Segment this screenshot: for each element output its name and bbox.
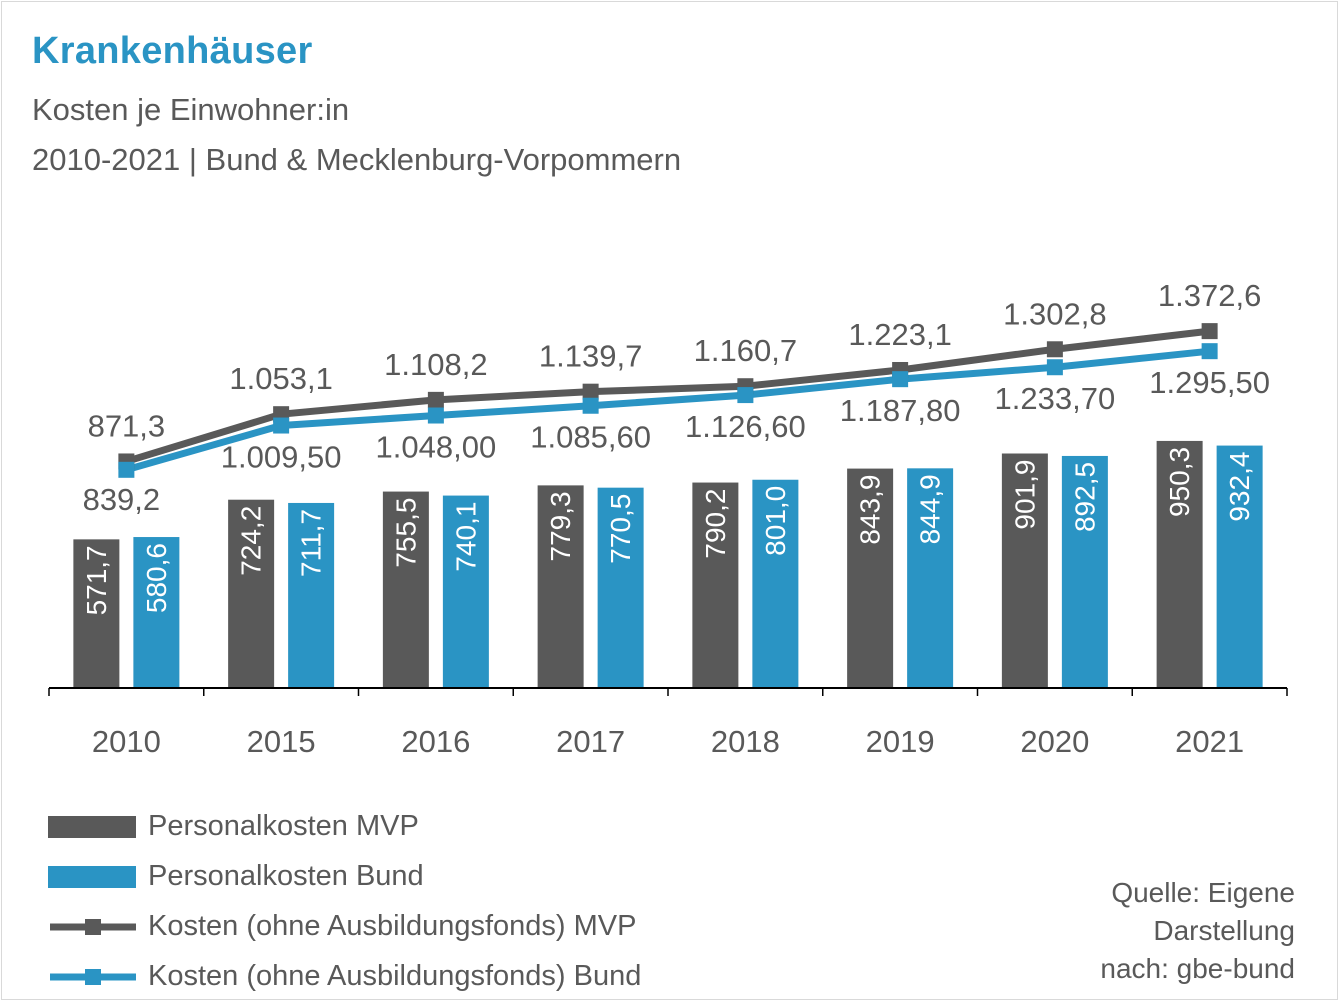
bar-personal-mvp-2015 — [228, 499, 275, 688]
x-tick-label-2016: 2016 — [401, 724, 470, 759]
line-label-mvp-2020: 1.302,8 — [1003, 296, 1106, 331]
marker-mvp-2016 — [427, 391, 444, 408]
marker-bund-2021 — [1201, 343, 1218, 360]
marker-bund-2018 — [737, 387, 754, 404]
line-label-mvp-2021: 1.372,6 — [1158, 278, 1261, 313]
marker-bund-2017 — [582, 397, 599, 414]
bar-label-mvp-2015: 724,2 — [236, 506, 267, 576]
x-tick-label-2019: 2019 — [866, 724, 935, 759]
line-kosten-bund — [125, 347, 1210, 474]
bar-label-bund-2018: 801,0 — [760, 486, 791, 556]
legend-item-4: Kosten (ohne Ausbildungsfonds) Bund — [48, 958, 768, 998]
line-label-mvp-2018: 1.160,7 — [694, 333, 797, 368]
bar-label-bund-2016: 740,1 — [450, 502, 481, 572]
legend-label: Personalkosten MVP — [148, 810, 419, 842]
line-kosten-mvp — [125, 327, 1211, 465]
bar-personal-bund-2015 — [288, 502, 335, 688]
legend-label: Personalkosten Bund — [148, 860, 424, 892]
source-line-3: nach: gbe-bund — [1100, 953, 1295, 984]
chart-title: Krankenhäuser — [32, 30, 313, 72]
x-tick-label-2018: 2018 — [711, 724, 780, 759]
bar-personal-bund-2020 — [1061, 455, 1108, 688]
line-label-bund-2010: 839,2 — [83, 482, 161, 517]
legend-line-swatch — [50, 919, 136, 935]
marker-bund-2019 — [892, 371, 909, 388]
chart-subtitle-line1: Kosten je Einwohner:in — [32, 92, 350, 127]
bar-personal-mvp-2017 — [537, 485, 584, 688]
bar-personal-bund-2018 — [752, 479, 799, 688]
legend-item-1: Personalkosten MVP — [48, 808, 768, 848]
bar-label-mvp-2017: 779,3 — [545, 491, 576, 561]
marker-mvp-2021 — [1201, 323, 1218, 340]
line-label-bund-2018: 1.126,60 — [685, 409, 806, 444]
bar-label-bund-2015: 711,7 — [296, 509, 327, 577]
bar-label-bund-2020: 892,5 — [1069, 462, 1100, 532]
line-label-mvp-2015: 1.053,1 — [229, 361, 332, 396]
marker-mvp-2020 — [1046, 341, 1063, 358]
legend-item-2: Personalkosten Bund — [48, 858, 768, 898]
bar-label-bund-2021: 932,4 — [1224, 452, 1255, 522]
legend-item-3: Kosten (ohne Ausbildungsfonds) MVP — [48, 908, 768, 948]
line-label-bund-2020: 1.233,70 — [995, 381, 1116, 416]
marker-mvp-2017 — [582, 383, 599, 400]
bar-label-bund-2010: 580,6 — [141, 543, 172, 613]
bar-personal-mvp-2016 — [382, 491, 429, 688]
bar-personal-bund-2017 — [597, 487, 644, 688]
marker-bund-2010 — [118, 461, 135, 478]
bar-label-mvp-2016: 755,5 — [390, 498, 421, 568]
bar-label-bund-2019: 844,9 — [915, 474, 946, 544]
x-tick-label-2015: 2015 — [247, 724, 316, 759]
line-label-mvp-2019: 1.223,1 — [848, 317, 951, 352]
bar-label-mvp-2020: 901,9 — [1009, 460, 1040, 530]
source-line-2: Darstellung — [1153, 915, 1295, 946]
line-label-bund-2017: 1.085,60 — [530, 420, 651, 455]
bar-label-mvp-2021: 950,3 — [1164, 447, 1195, 517]
bar-label-mvp-2019: 843,9 — [855, 475, 886, 545]
line-label-bund-2015: 1.009,50 — [221, 440, 342, 475]
legend-label: Kosten (ohne Ausbildungsfonds) Bund — [148, 960, 642, 992]
legend-bar-swatch — [48, 866, 136, 888]
source-line-1: Quelle: Eigene — [1111, 877, 1295, 908]
bar-personal-bund-2010 — [133, 537, 180, 688]
bar-personal-bund-2021 — [1216, 445, 1263, 688]
bar-personal-mvp-2018 — [692, 482, 739, 688]
line-label-mvp-2017: 1.139,7 — [539, 339, 642, 374]
x-tick-label-2020: 2020 — [1020, 724, 1089, 759]
bar-personal-mvp-2010 — [73, 539, 120, 688]
legend-label: Kosten (ohne Ausbildungsfonds) MVP — [148, 910, 637, 942]
bar-personal-mvp-2019 — [847, 468, 894, 688]
bar-label-mvp-2018: 790,2 — [700, 489, 731, 559]
source-note: Quelle: Eigene Darstellung nach: gbe-bun… — [1100, 874, 1295, 988]
x-tick-label-2010: 2010 — [92, 724, 161, 759]
marker-bund-2015 — [273, 417, 290, 434]
bar-personal-mvp-2020 — [1001, 453, 1048, 688]
bar-personal-bund-2016 — [442, 495, 489, 688]
bar-label-bund-2017: 770,5 — [605, 494, 636, 564]
line-label-mvp-2016: 1.108,2 — [384, 347, 487, 382]
line-label-bund-2016: 1.048,00 — [376, 430, 497, 465]
x-tick-label-2017: 2017 — [556, 724, 625, 759]
line-label-bund-2021: 1.295,50 — [1149, 365, 1270, 400]
legend-bar-swatch — [48, 816, 136, 838]
marker-bund-2020 — [1046, 359, 1063, 376]
bar-label-mvp-2010: 571,7 — [81, 545, 112, 615]
chart-subtitle-line2: 2010-2021 | Bund & Mecklenburg-Vorpommer… — [32, 142, 682, 177]
bar-personal-bund-2019 — [907, 468, 954, 688]
bar-personal-mvp-2021 — [1156, 440, 1203, 688]
marker-bund-2016 — [427, 407, 444, 424]
line-label-bund-2019: 1.187,80 — [840, 393, 961, 428]
legend-line-swatch — [50, 969, 136, 985]
line-label-mvp-2010: 871,3 — [88, 408, 166, 443]
x-tick-label-2021: 2021 — [1175, 724, 1244, 759]
